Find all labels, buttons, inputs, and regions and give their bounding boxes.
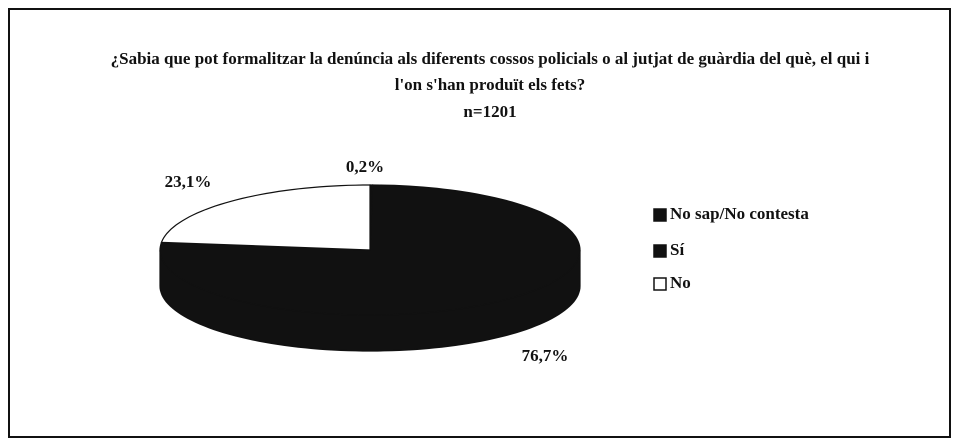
chart-title: ¿Sabia que pot formalitzar la denúncia a… xyxy=(110,49,870,94)
chart-subtitle: n=1201 xyxy=(463,102,517,121)
legend-swatch xyxy=(653,208,667,222)
legend-label: No xyxy=(670,273,691,292)
data-label: 0,2% xyxy=(346,157,384,176)
chart-frame xyxy=(8,8,951,438)
legend-label: No sap/No contesta xyxy=(670,204,809,223)
data-label: 23,1% xyxy=(165,172,212,191)
data-label: 76,7% xyxy=(522,346,569,365)
legend-label: Sí xyxy=(670,240,684,259)
pie-slice xyxy=(160,184,371,251)
legend-swatch xyxy=(653,277,667,291)
legend-swatch xyxy=(653,244,667,258)
